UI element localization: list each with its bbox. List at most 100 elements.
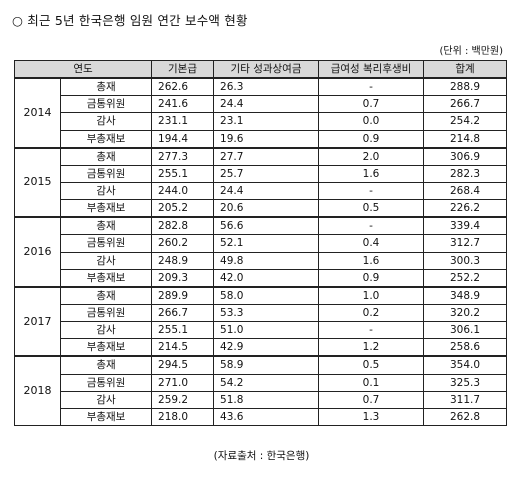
base-salary-cell: 255.1 [151, 164, 215, 183]
base-salary-cell: 277.3 [151, 146, 215, 166]
position-cell: 금통위원 [59, 164, 153, 183]
welfare-cell: 1.3 [318, 407, 425, 426]
base-salary-cell: 241.6 [151, 95, 215, 114]
source-note: (자료출처 : 한국은행) [213, 450, 310, 462]
total-cell: 258.6 [423, 338, 508, 357]
table-row: 부총재보 214.5 42.9 1.2 258.6 [15, 338, 508, 357]
base-salary-cell: 271.0 [151, 373, 215, 392]
year-cell: 2015 [14, 146, 61, 218]
year-cell: 2014 [14, 77, 61, 149]
base-salary-cell: 218.0 [151, 407, 215, 426]
table-row: 2015 총재 277.3 27.7 2.0 306.9 [14, 146, 508, 218]
bonus-cell: 54.2 [213, 373, 320, 392]
position-cell: 총재 [59, 77, 153, 97]
unit-label: (단위 : 백만원) [439, 46, 503, 57]
page-title: ○ 최근 5년 한국은행 임원 연간 보수액 현황 [12, 13, 248, 28]
bonus-cell: 24.4 [213, 181, 320, 201]
welfare-cell: 1.0 [318, 285, 425, 305]
base-salary-cell: 209.3 [151, 268, 215, 288]
salary-table: 연도 기본급 기타 성과상여금 급여성 복리후생비 합계 2014 총재 262.6… [13, 60, 508, 426]
position-cell: 감사 [59, 181, 153, 201]
bonus-cell: 51.8 [213, 390, 320, 409]
position-cell: 감사 [59, 112, 153, 131]
welfare-cell: 0.1 [318, 373, 425, 392]
total-cell: 226.2 [423, 199, 508, 218]
bonus-cell: 27.7 [213, 146, 320, 166]
total-cell: 252.2 [423, 268, 508, 288]
base-salary-cell: 259.2 [151, 390, 215, 409]
welfare-cell: 0.0 [318, 112, 425, 131]
table-row: 감사 259.2 51.8 0.7 311.7 [15, 390, 508, 409]
base-salary-cell: 260.2 [151, 234, 215, 253]
position-cell: 총재 [59, 216, 153, 236]
position-cell: 부총재보 [59, 407, 153, 426]
table-row: 금통위원 271.0 54.2 0.1 325.3 [15, 373, 508, 392]
welfare-cell: 2.0 [318, 146, 425, 166]
base-salary-cell: 289.9 [151, 285, 215, 305]
base-salary-cell: 231.1 [151, 112, 215, 131]
total-cell: 288.9 [423, 77, 508, 97]
position-cell: 감사 [59, 390, 153, 409]
table-row: 부총재보 205.2 20.6 0.5 226.2 [15, 199, 508, 218]
base-salary-cell: 244.0 [151, 181, 215, 201]
bonus-cell: 51.0 [213, 321, 320, 340]
table-header-row: 연도 기본급 기타 성과상여금 급여성 복리후생비 합계 [13, 60, 508, 79]
base-salary-cell: 255.1 [151, 321, 215, 340]
total-cell: 254.2 [423, 112, 508, 131]
welfare-cell: - [318, 321, 425, 340]
position-cell: 감사 [59, 251, 153, 270]
total-cell: 325.3 [423, 373, 508, 392]
bonus-cell: 20.6 [213, 199, 320, 218]
position-cell: 총재 [59, 355, 153, 375]
welfare-cell: 0.7 [318, 95, 425, 114]
welfare-cell: 0.5 [318, 355, 425, 375]
bonus-cell: 52.1 [213, 234, 320, 253]
base-salary-cell: 266.7 [151, 303, 215, 323]
table-row: 2014 총재 262.6 26.3-288.9 [14, 77, 508, 149]
total-cell: 282.3 [423, 164, 508, 183]
position-cell: 금통위원 [59, 234, 153, 253]
total-cell: 348.9 [423, 285, 508, 305]
total-cell: 312.7 [423, 234, 508, 253]
table-row: 부총재보 209.3 42.0 0.9 252.2 [15, 268, 508, 288]
header-year: 연도 [13, 60, 153, 79]
welfare-cell: 1.6 [318, 164, 425, 183]
table-row: 금통위원 260.2 52.1 0.4 312.7 [15, 234, 508, 253]
table-row: 부총재보 218.0 43.6 1.3 262.8 [15, 407, 508, 426]
total-cell: 214.8 [423, 129, 508, 149]
base-salary-cell: 294.5 [151, 355, 215, 375]
base-salary-cell: 262.6 [151, 77, 215, 97]
position-cell: 금통위원 [59, 303, 153, 323]
bonus-cell: 49.8 [213, 251, 320, 270]
bonus-cell: 25.7 [213, 164, 320, 183]
bonus-cell: 19.6 [213, 129, 320, 149]
table-row: 금통위원 255.1 25.7 1.6 282.3 [15, 164, 508, 183]
position-cell: 부총재보 [59, 199, 153, 218]
table-body: 2014 총재 262.6 26.3-288.9 금통위원 241.6 24.4 0.7 266… [14, 77, 508, 426]
position-cell: 금통위원 [59, 373, 153, 392]
total-cell: 266.7 [423, 95, 508, 114]
table-row: 2018 총재 294.5 58.9 0.5 354.0 [14, 355, 508, 426]
welfare-cell: - [318, 181, 425, 201]
bonus-cell: 26.3 [213, 77, 320, 97]
table-row: 감사 248.9 49.8 1.6 300.3 [15, 251, 508, 270]
total-cell: 306.9 [423, 146, 508, 166]
base-salary-cell: 282.8 [151, 216, 215, 236]
base-salary-cell: 205.2 [151, 199, 215, 218]
bonus-cell: 23.1 [213, 112, 320, 131]
year-cell: 2017 [14, 285, 61, 357]
header-bonus: 기타 성과상여금 [213, 60, 320, 79]
bonus-cell: 53.3 [213, 303, 320, 323]
welfare-cell: 0.2 [318, 303, 425, 323]
bonus-cell: 56.6 [213, 216, 320, 236]
base-salary-cell: 214.5 [151, 338, 215, 357]
bonus-cell: 24.4 [213, 95, 320, 114]
base-salary-cell: 194.4 [151, 129, 215, 149]
table-row: 금통위원 241.6 24.4 0.7 266.7 [15, 95, 508, 114]
welfare-cell: 0.4 [318, 234, 425, 253]
header-welfare: 급여성 복리후생비 [318, 60, 425, 79]
table-row: 감사 255.1 51.0-306.1 [15, 321, 508, 340]
position-cell: 부총재보 [59, 338, 153, 357]
welfare-cell: 0.5 [318, 199, 425, 218]
total-cell: 320.2 [423, 303, 508, 323]
